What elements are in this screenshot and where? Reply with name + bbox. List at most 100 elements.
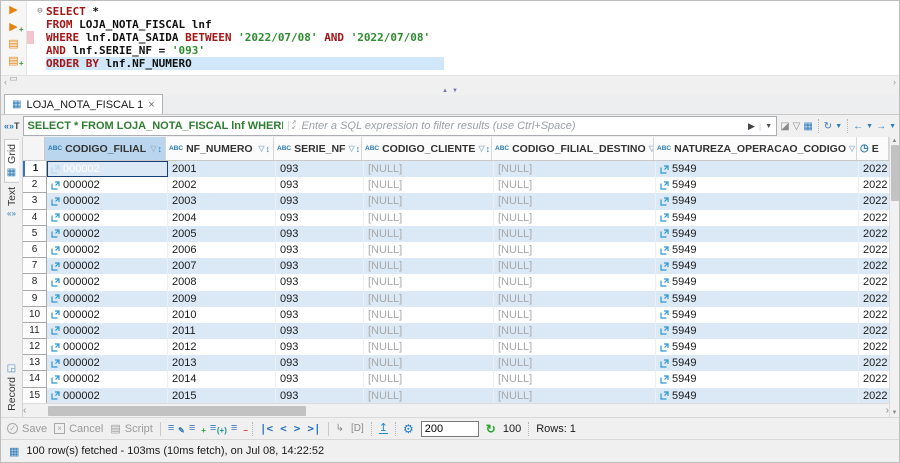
tab-loja-nota-fiscal-1[interactable]: ▦ LOJA_NOTA_FISCAL 1 × [4,94,163,114]
grid-cell[interactable]: 093 [276,387,364,403]
sql-line[interactable]: WHERE lnf.DATA_SAIDA BETWEEN '2022/07/08… [27,31,899,44]
table-row[interactable]: 3 000002 2003 093 [NULL] [NULL] 5949 2022 [23,193,889,210]
grid-cell[interactable]: [NULL] [364,387,494,403]
grid-cell[interactable]: [NULL] [494,209,656,226]
grid-cell[interactable]: 5949 [656,258,859,275]
table-row[interactable]: 7 000002 2007 093 [NULL] [NULL] 5949 2022 [23,258,889,275]
refresh-dropdown-icon[interactable]: ▼ [835,122,843,130]
table-row[interactable]: 13 000002 2013 093 [NULL] [NULL] 5949 2022 [23,355,889,372]
link-icon[interactable] [51,359,60,368]
grid-cell[interactable]: 2022 [859,355,889,372]
table-row[interactable]: 15 000002 2015 093 [NULL] [NULL] 5949 2022 [23,387,889,403]
grid-cell[interactable]: 000002 [47,387,168,403]
grid-cell[interactable]: 5949 [656,161,859,178]
grid-cell[interactable]: 000002 [47,371,168,388]
filter-funnel-icon[interactable]: ▽ [258,144,265,153]
grid-cell[interactable]: 2002 [168,177,276,194]
tab-grid[interactable]: ▦ Grid [4,139,19,183]
link-icon[interactable] [51,262,60,271]
grid-cell[interactable]: 2008 [168,274,276,291]
settings-gear-icon[interactable]: ⚙ [403,421,414,436]
grid-cell[interactable]: 000002 [47,225,168,242]
last-row-button[interactable]: >| [307,422,321,435]
duplicate-row-button[interactable]: ≡ (+) [209,422,227,435]
link-icon[interactable] [660,391,669,400]
link-icon[interactable] [51,245,60,255]
grid-cell[interactable]: 2022 [859,161,889,178]
fetch-size-input[interactable] [420,420,479,437]
grid-cell[interactable]: 093 [276,209,364,226]
link-icon[interactable] [660,343,669,352]
script-button[interactable]: ▤ Script [110,422,153,436]
link-icon[interactable] [660,229,669,238]
grid-cell[interactable]: [NULL] [494,241,656,259]
grid-cell[interactable]: 2022 [859,387,889,403]
column-header-codigo_filial[interactable]: ABC CODIGO_FILIAL ▽ ↕ [45,137,166,160]
grid-cell[interactable]: [NULL] [364,306,494,323]
grid-cell[interactable]: 5949 [656,387,859,403]
grid-cell[interactable]: 2005 [168,225,276,242]
table-row[interactable]: 6 000002 2006 093 [NULL] [NULL] 5949 2022 [23,241,889,259]
grid-cell[interactable]: [NULL] [364,371,494,388]
grid-cell[interactable]: 5949 [656,274,859,291]
grid-cell[interactable]: 2022 [859,210,889,226]
tab-record[interactable]: Record ◱ [5,363,18,411]
grid-cell[interactable]: [NULL] [494,193,656,210]
fetch-all-icon[interactable]: [D] [351,423,364,434]
link-icon[interactable] [51,375,60,384]
cancel-button[interactable]: × Cancel [54,423,103,435]
grid-cell[interactable]: 5949 [656,209,859,226]
table-row[interactable]: 2 000002 2002 093 [NULL] [NULL] 5949 2022 [23,177,889,194]
sql-line[interactable]: AND lnf.SERIE_NF = '093' [27,44,899,57]
grid-cell[interactable]: 2022 [859,371,889,387]
link-icon[interactable] [660,213,669,222]
grid-cell[interactable]: [NULL] [364,258,494,275]
grid-cell[interactable]: 093 [276,161,364,178]
grid-cell[interactable]: [NULL] [494,225,656,242]
grid-cell[interactable]: 2012 [168,339,276,356]
execute-new-tab-icon[interactable]: ▶ + [9,21,24,34]
execute-script-icon[interactable]: ▤ [8,38,19,50]
table-row[interactable]: 1 000002 2001 093 [NULL] [NULL] 5949 2022 [23,161,889,178]
scroll-down-icon[interactable]: ▼ [891,410,898,416]
grid-cell[interactable]: 2022 [859,339,889,355]
sql-line[interactable]: FROM LOJA_NOTA_FISCAL lnf [27,18,899,31]
link-icon[interactable] [660,278,669,287]
grid-cell[interactable]: 093 [276,177,364,194]
grid-cell[interactable]: 093 [276,290,364,307]
grid-cell[interactable]: 2001 [168,161,276,178]
edit-row-button[interactable]: ≡ ✎ [167,422,185,435]
grid-cell[interactable]: 093 [276,339,364,356]
sort-icon[interactable]: ↕ [265,143,271,154]
grid-cell[interactable]: [NULL] [494,371,656,388]
link-icon[interactable] [660,310,669,319]
apply-filter-icon[interactable]: ▶ [747,120,755,131]
grid-rows[interactable]: 1 000002 2001 093 [NULL] [NULL] 5949 2022 2 00000… [23,161,889,403]
export-data-icon[interactable]: ↥ [378,422,388,434]
row-number[interactable]: 4 [23,209,47,226]
grid-cell[interactable]: [NULL] [364,193,494,210]
grid-cell[interactable]: 093 [276,322,364,340]
table-row[interactable]: 11 000002 2011 093 [NULL] [NULL] 5949 2022 [23,322,889,340]
grid-cell[interactable]: 093 [276,371,364,388]
nav-back-dropdown-icon[interactable]: ▼ [866,122,874,130]
custom-filter-icon[interactable]: ▽ [792,120,801,132]
grid-cell[interactable]: [NULL] [364,355,494,372]
grid-cell[interactable]: 093 [276,241,364,259]
link-icon[interactable] [51,391,60,400]
filter-funnel-icon[interactable]: ▽ [649,144,653,153]
row-number[interactable]: 8 [23,274,47,291]
grid-cell[interactable]: 093 [276,306,364,323]
save-button[interactable]: ✓ Save [7,423,47,435]
grid-cell[interactable]: 2022 [859,322,889,340]
scroll-right-icon[interactable]: › [885,405,889,416]
tab-text[interactable]: «» Text [5,186,18,219]
link-icon[interactable] [660,375,669,384]
vscroll-thumb[interactable] [890,145,899,201]
grid-cell[interactable]: 000002 [47,209,168,226]
link-icon[interactable] [51,294,60,303]
sort-icon[interactable]: ↕ [355,143,361,154]
grid-cell[interactable]: 000002 [47,355,168,372]
filter-history-dropdown-icon[interactable]: ▼ [765,122,773,130]
grid-cell[interactable]: 093 [276,274,364,291]
